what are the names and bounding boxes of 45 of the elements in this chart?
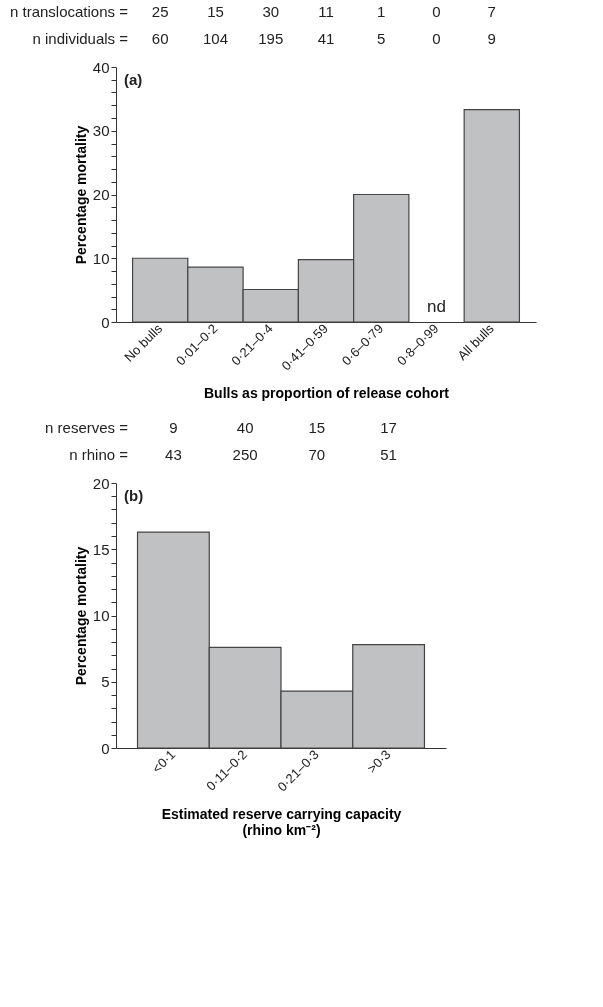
x-axis-title: Bulls as proportion of release cohort [203,385,450,402]
text: 30 [262,3,280,20]
y-tick-label: 10 [92,607,110,624]
y-tick-label: 40 [92,58,110,76]
x-tick-label: <0·1 [149,746,179,777]
text: 104 [202,30,228,47]
text: n reserves = [45,419,129,436]
text: 43 [165,446,182,463]
text: 195 [258,30,284,47]
text: 7 [487,3,496,20]
text: 15 [207,3,224,20]
annotation: nd [427,297,446,316]
chart-title: (b) [124,487,144,504]
bar [463,109,521,323]
text: 11 [318,3,334,20]
text: n rhino = [69,446,129,463]
y-tick-label: 0 [101,313,110,331]
text: 5 [377,30,386,47]
text: 70 [308,446,326,463]
y-axis-title: Percentage mortality [72,546,89,686]
text: 60 [151,30,169,47]
text: 0 [432,3,441,20]
y-tick-label: 15 [92,540,110,558]
chart-title: (a) [124,71,143,88]
text: 250 [232,446,258,463]
text: 51 [380,446,397,463]
text: 25 [151,3,169,20]
text: 9 [169,419,178,436]
text: 17 [380,419,397,436]
y-tick-label: 20 [92,474,110,492]
y-tick-label: 20 [92,186,110,203]
y-tick-label: 0 [101,739,110,757]
text: 15 [308,419,326,436]
y-tick-label: 30 [92,122,110,140]
text: 0 [432,30,441,47]
x-axis-title: Estimated reserve carrying capacity (rhino km⁻²) [161,806,402,839]
y-axis-title: Percentage mortality [72,125,89,265]
text: n individuals = [32,30,129,47]
text: 1 [377,3,386,20]
text: n translocations = [10,3,129,20]
y-tick-label: 5 [101,673,110,691]
text: 41 [317,30,335,47]
text: 40 [236,419,254,436]
text: 9 [487,30,496,47]
y-tick-label: 10 [92,249,110,267]
